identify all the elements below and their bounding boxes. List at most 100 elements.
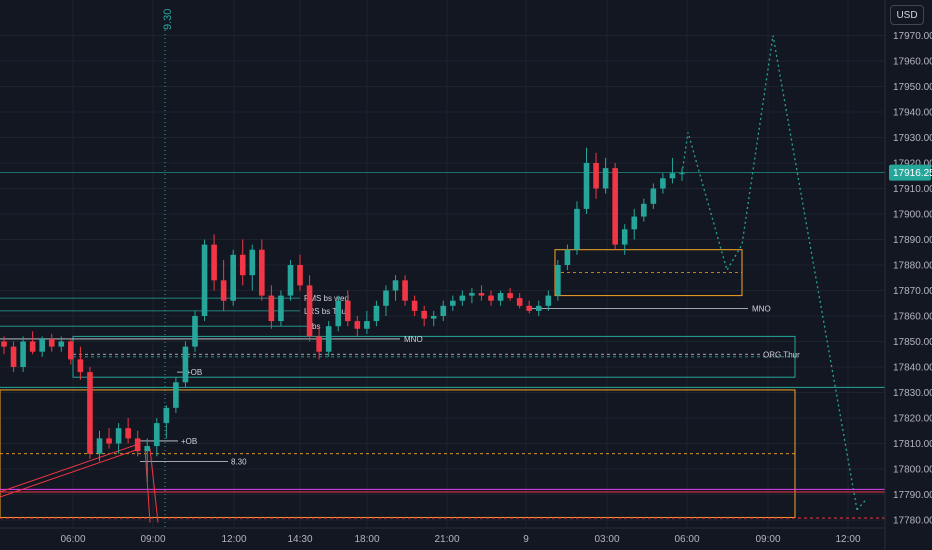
candle-body <box>660 178 666 189</box>
x-tick-label: 09:00 <box>755 534 780 545</box>
y-tick-label: 17950.00 <box>893 82 932 93</box>
x-tick-label: 12:00 <box>221 534 246 545</box>
time-axis[interactable]: 06:00 09:00 12:00 14:30 18:00 21:00 9 03:00 06:0… <box>0 527 885 545</box>
candle-body <box>1 341 7 347</box>
candle-body <box>392 280 399 291</box>
y-tick-label: 17860.00 <box>893 312 932 323</box>
level-label: PMS bs wed <box>304 294 349 303</box>
candle-body <box>612 168 618 245</box>
y-tick-label: 17870.00 <box>893 286 932 297</box>
projection-line <box>681 35 858 510</box>
candle-body <box>316 336 322 352</box>
candle-body <box>134 438 141 452</box>
y-tick-label: 17920.00 <box>893 159 932 170</box>
candle-body <box>144 446 151 452</box>
candle-body <box>39 338 45 352</box>
x-tick-label: 9 <box>523 534 529 545</box>
x-tick-label: 14:30 <box>287 534 312 545</box>
x-tick-label: 06:00 <box>60 534 85 545</box>
candle-body <box>478 293 485 296</box>
candle-body <box>564 249 571 265</box>
candle-body <box>220 280 227 301</box>
y-tick-label: 17820.00 <box>893 414 932 425</box>
price-axis[interactable]: 17970.00 17960.00 17950.00 17940.00 17930.00… <box>884 0 932 550</box>
level-label: +OB <box>186 368 202 377</box>
candle-body <box>497 293 504 301</box>
y-tick-label: 17840.00 <box>893 363 932 374</box>
candle-body <box>230 254 236 301</box>
session-marker: 9.30 <box>162 9 174 30</box>
candle-body <box>259 249 265 296</box>
y-tick-label: 17890.00 <box>893 235 932 246</box>
candle-body <box>535 305 542 311</box>
level-label: MNO <box>752 304 771 313</box>
candle-body <box>192 316 198 347</box>
candle-body <box>488 295 494 301</box>
trend-line <box>149 448 159 523</box>
y-tick-label: 17900.00 <box>893 210 932 221</box>
candle-body <box>421 310 427 319</box>
candle-body <box>507 293 513 299</box>
level-lines: PMS bs wed LRS bs Thur bs MNO MNO ORG Thur 8.3… <box>0 172 885 523</box>
currency-button[interactable]: USD <box>890 5 924 25</box>
y-tick-label: 17910.00 <box>893 184 932 195</box>
candle-body <box>325 326 332 352</box>
candle-body <box>459 295 466 301</box>
x-tick-label: 21:00 <box>434 534 459 545</box>
candle-body <box>115 428 122 444</box>
candle-body <box>450 300 456 306</box>
candle-body <box>211 244 217 281</box>
level-label: bs <box>312 322 320 331</box>
candle-body <box>68 341 74 360</box>
y-tick-label: 17880.00 <box>893 261 932 272</box>
candle-body <box>96 438 103 454</box>
grid <box>0 0 885 528</box>
candle-body <box>335 300 342 327</box>
candle-body <box>383 290 389 306</box>
candle-body <box>239 254 246 276</box>
candle-body <box>125 428 131 439</box>
candle-body <box>574 208 580 250</box>
x-tick-label: 06:00 <box>674 534 699 545</box>
level-label: ORG Thur <box>763 350 800 359</box>
candle-body <box>526 305 533 311</box>
candle-body <box>163 407 170 424</box>
y-tick-label: 17810.00 <box>893 439 932 450</box>
candle-body <box>268 295 275 322</box>
candle-body <box>669 173 676 179</box>
x-tick-label: 09:00 <box>140 534 165 545</box>
candle-body <box>354 321 361 329</box>
candle-body <box>87 372 93 454</box>
candle-body <box>106 438 112 444</box>
y-tick-label: 17930.00 <box>893 133 932 144</box>
y-tick-label: 17850.00 <box>893 337 932 348</box>
y-tick-label: 17800.00 <box>893 465 932 476</box>
level-label: 8.30 <box>231 457 247 466</box>
candle-body <box>373 305 380 322</box>
trend-line <box>144 448 151 523</box>
candle-body <box>631 216 638 230</box>
candle-body <box>153 423 160 447</box>
candle-body <box>411 300 418 311</box>
candle-body <box>278 295 284 322</box>
level-label: MNO <box>404 335 423 344</box>
candle-body <box>641 203 647 217</box>
level-label: LRS bs Thur <box>304 307 349 316</box>
candle-body <box>593 163 599 189</box>
candle-body <box>344 300 351 322</box>
x-tick-label: 12:00 <box>835 534 860 545</box>
x-tick-label: 18:00 <box>354 534 379 545</box>
candle-body <box>430 316 437 319</box>
candle-body <box>306 285 313 337</box>
y-tick-label: 17790.00 <box>893 490 932 501</box>
candle-body <box>602 168 609 189</box>
y-tick-label: 17970.00 <box>893 31 932 42</box>
candle-body <box>516 298 523 306</box>
y-tick-label: 17960.00 <box>893 57 932 68</box>
level-label: +OB <box>181 437 197 446</box>
candle-body <box>48 338 55 347</box>
candle-body <box>650 188 657 204</box>
candle-body <box>469 293 475 296</box>
y-tick-label: 17780.00 <box>893 516 932 527</box>
